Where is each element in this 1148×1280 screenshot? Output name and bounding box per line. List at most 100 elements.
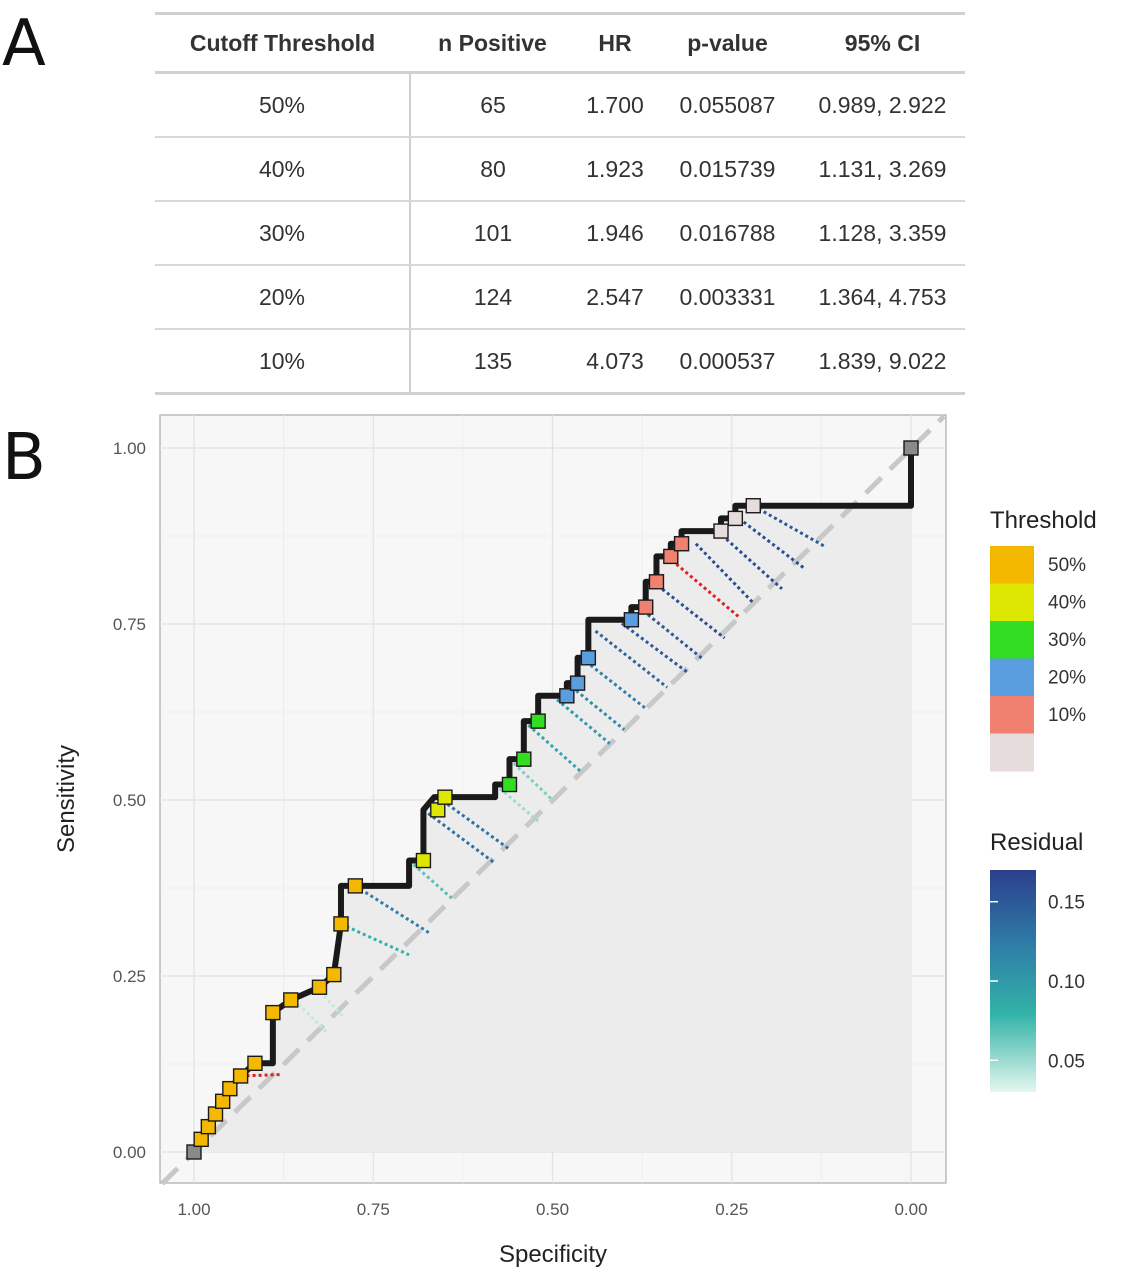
roc-point	[222, 1080, 238, 1097]
table-row: 40% 80 1.923 0.015739 1.131, 3.269	[155, 137, 965, 202]
residual-segment	[666, 555, 740, 619]
residual-colorbar-ticks: 0.15 0.10 0.05	[990, 893, 1085, 1072]
threshold-legend-label: 10%	[1048, 705, 1086, 726]
roc-point	[663, 548, 679, 565]
cell-hr: 4.073	[575, 329, 655, 395]
x-tick-label: 0.00	[894, 1200, 927, 1219]
roc-point	[333, 916, 349, 932]
roc-point	[638, 599, 654, 615]
residual-legend-title: Residual	[990, 829, 1083, 856]
cell-p-value: 0.055087	[655, 72, 800, 138]
roc-point	[673, 536, 690, 552]
residual-segment	[551, 694, 611, 745]
roc-point	[580, 650, 597, 666]
threshold-swatch	[990, 696, 1034, 734]
table-header-row: Cutoff Threshold n Positive HR p-value 9…	[155, 12, 965, 74]
cell-ci: 1.364, 4.753	[800, 265, 965, 330]
roc-point	[214, 1093, 231, 1110]
cell-ci: 1.128, 3.359	[800, 201, 965, 266]
header-n-positive: n Positive	[410, 12, 575, 74]
table-row: 50% 65 1.700 0.055087 0.989, 2.922	[155, 72, 965, 138]
roc-step-curve	[191, 448, 914, 1154]
cell-p-value: 0.015739	[655, 137, 800, 202]
roc-point	[559, 688, 575, 704]
residual-segment	[694, 542, 755, 604]
x-tick-label: 0.25	[715, 1200, 748, 1219]
cell-n-positive: 135	[410, 329, 575, 395]
residual-segment	[508, 758, 554, 802]
cell-ci: 1.131, 3.269	[800, 137, 965, 202]
roc-point	[326, 966, 342, 983]
roc-point	[193, 1131, 209, 1148]
cell-p-value: 0.000537	[655, 329, 800, 395]
roc-point	[745, 498, 761, 514]
roc-point	[569, 675, 586, 691]
y-axis-label: Sensitivity	[53, 745, 80, 853]
cell-n-positive: 101	[410, 201, 575, 266]
residual-segment	[752, 504, 826, 548]
roc-point	[283, 992, 299, 1008]
cell-n-positive: 80	[410, 137, 575, 202]
residual-segment	[436, 795, 511, 851]
roc-point	[207, 1106, 224, 1122]
y-tick-label: 0.25	[113, 967, 146, 986]
roc-point	[347, 878, 364, 894]
x-axis-ticks: 1.00 0.75 0.50 0.25 0.00	[177, 1200, 927, 1219]
cell-ci: 0.989, 2.922	[800, 72, 965, 138]
cell-cutoff: 20%	[155, 265, 411, 330]
threshold-swatch	[990, 546, 1034, 584]
residual-segment	[580, 656, 647, 710]
cell-p-value: 0.003331	[655, 265, 800, 330]
roc-point	[623, 612, 640, 628]
residual-tick-label: 0.05	[1048, 1051, 1085, 1072]
roc-point	[530, 713, 546, 729]
roc-point	[727, 510, 744, 527]
roc-point	[265, 1004, 281, 1021]
header-95-ci: 95% CI	[800, 12, 965, 74]
threshold-legend-title: Threshold	[990, 507, 1097, 534]
threshold-legend-label: 20%	[1048, 668, 1086, 689]
residual-tick-label: 0.15	[1048, 893, 1085, 914]
residual-segment	[340, 922, 410, 957]
residual-segment	[565, 681, 626, 731]
cell-p-value: 0.016788	[655, 201, 800, 266]
cell-cutoff: 40%	[155, 137, 411, 202]
cell-ci: 1.839, 9.022	[800, 329, 965, 395]
y-tick-label: 1.00	[113, 439, 146, 458]
threshold-legend-label: 50%	[1048, 555, 1086, 576]
roc-point	[903, 440, 919, 456]
threshold-swatch	[990, 658, 1034, 697]
x-tick-label: 0.75	[357, 1200, 390, 1219]
residual-segment	[616, 618, 690, 675]
header-hr: HR	[575, 12, 655, 74]
y-tick-label: 0.75	[113, 615, 146, 634]
residual-segment	[637, 605, 705, 661]
cell-cutoff: 10%	[155, 329, 411, 395]
roc-point	[713, 523, 729, 539]
cell-hr: 1.923	[575, 137, 655, 202]
roc-points	[186, 440, 919, 1160]
y-axis-ticks: 0.00 0.25 0.50 0.75 1.00	[113, 439, 146, 1162]
panel-label-b: B	[2, 421, 46, 495]
threshold-legend: 50% 40% 30% 20% 10%	[990, 546, 1086, 772]
residual-segment	[422, 808, 497, 865]
cell-hr: 1.700	[575, 72, 655, 138]
roc-point	[232, 1068, 249, 1084]
y-tick-label: 0.00	[113, 1143, 146, 1162]
table-row: 30% 101 1.946 0.016788 1.128, 3.359	[155, 201, 965, 266]
table-row: 20% 124 2.547 0.003331 1.364, 4.753	[155, 265, 965, 330]
x-axis-label: Specificity	[499, 1241, 607, 1268]
threshold-legend-label: 40%	[1048, 593, 1086, 614]
diagonal-reference-line	[160, 414, 946, 1186]
cell-cutoff: 50%	[155, 72, 411, 138]
residual-segment	[354, 884, 432, 936]
y-tick-label: 0.50	[113, 791, 146, 810]
header-cutoff-threshold: Cutoff Threshold	[155, 12, 410, 74]
x-tick-label: 1.00	[177, 1200, 210, 1219]
roc-chart: 1.00 0.75 0.50 0.25 0.00 0.00 0.25 0.50 …	[53, 414, 1097, 1268]
cell-n-positive: 124	[410, 265, 575, 330]
residual-segments	[240, 504, 826, 1078]
roc-point	[437, 789, 453, 805]
hazard-ratio-table: Cutoff Threshold n Positive HR p-value 9…	[155, 12, 965, 395]
roc-point	[311, 979, 328, 995]
